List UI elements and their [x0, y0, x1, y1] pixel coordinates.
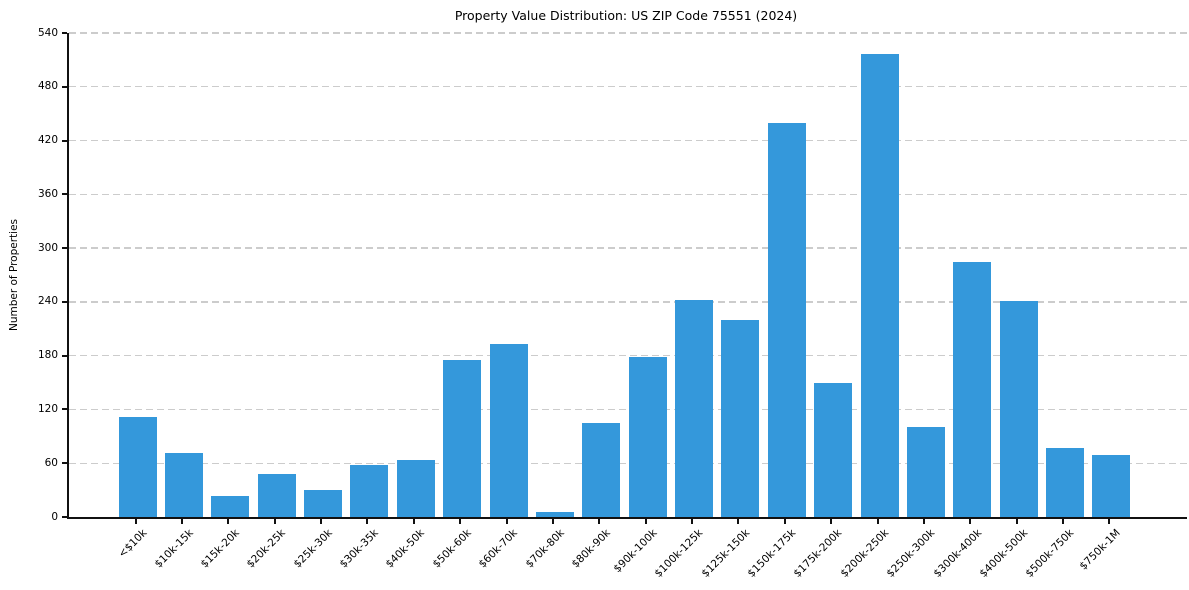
y-tick-label-300: 300 [37, 241, 58, 254]
x-tick-label-10: $80k-90k [569, 527, 613, 571]
y-tick-mark-240 [62, 300, 67, 303]
gridline-240 [69, 301, 1187, 303]
y-tick-mark-540 [62, 32, 67, 34]
gridline-540 [69, 32, 1187, 34]
gridline-60 [69, 462, 1187, 464]
y-axis-label: Number of Properties [8, 218, 20, 332]
gridline-420 [69, 139, 1187, 142]
x-tick-mark-1 [180, 519, 183, 524]
bar-$250k-300k [906, 427, 945, 517]
x-tick-mark-19 [1015, 519, 1018, 524]
bar-$200k-250k [860, 53, 899, 517]
x-tick-label-17: $250k-300k [884, 527, 938, 580]
x-tick-mark-15 [830, 519, 833, 524]
y-tick-mark-0 [62, 516, 67, 518]
y-tick-label-360: 360 [37, 187, 58, 200]
bar-$50k-60k [443, 360, 482, 517]
x-tick-label-3: $20k-25k [244, 527, 289, 571]
y-tick-label-480: 480 [37, 80, 58, 93]
bar-$25k-30k [304, 490, 343, 517]
x-tick-label-16: $200k-250k [838, 527, 892, 580]
bar-$30k-35k [350, 465, 389, 517]
x-tick-mark-5 [366, 519, 369, 524]
chart-title: Property Value Distribution: US ZIP Code… [454, 8, 798, 23]
bar-$750k-1M [1092, 455, 1131, 517]
gridline-300 [69, 247, 1187, 249]
x-tick-mark-12 [691, 519, 694, 524]
y-tick-label-420: 420 [37, 134, 58, 147]
x-tick-mark-6 [412, 519, 415, 524]
x-tick-label-13: $125k-150k [699, 527, 752, 580]
x-tick-mark-14 [783, 519, 786, 524]
y-tick-mark-180 [62, 354, 67, 357]
x-tick-mark-17 [922, 519, 925, 524]
bar-$400k-500k [999, 301, 1038, 517]
bar-$150k-175k [767, 122, 806, 517]
x-tick-label-8: $60k-70k [476, 527, 521, 571]
bar-$20k-25k [257, 473, 296, 517]
y-tick-mark-120 [62, 408, 67, 411]
x-tick-label-21: $750k-1M [1077, 527, 1123, 573]
x-tick-label-14: $150k-175k [745, 527, 799, 580]
gridline-180 [69, 354, 1187, 357]
x-tick-mark-0 [134, 519, 137, 524]
bar-$125k-150k [721, 319, 760, 517]
plot-area [67, 32, 1187, 519]
x-tick-mark-3 [273, 519, 276, 524]
x-tick-mark-18 [969, 519, 972, 524]
x-tick-mark-13 [737, 519, 740, 524]
x-tick-label-1: $10k-15k [151, 527, 196, 571]
y-tick-mark-480 [62, 85, 67, 88]
bar-<$10k [118, 416, 157, 517]
gridline-480 [69, 86, 1187, 88]
x-tick-label-11: $90k-100k [611, 527, 660, 576]
x-tick-mark-2 [227, 519, 230, 524]
x-tick-label-0: <$10k [115, 527, 149, 561]
y-tick-mark-300 [62, 247, 67, 250]
y-tick-label-540: 540 [37, 26, 58, 39]
y-tick-label-180: 180 [37, 349, 58, 362]
x-tick-label-9: $70k-80k [523, 527, 567, 571]
x-tick-label-20: $500k-750k [1023, 527, 1077, 580]
y-tick-label-120: 120 [37, 402, 58, 415]
x-tick-mark-16 [876, 519, 879, 524]
x-tick-mark-7 [459, 519, 462, 524]
bar-$300k-400k [953, 261, 992, 517]
bar-$10k-15k [164, 453, 203, 517]
bar-$70k-80k [535, 511, 574, 517]
gridline-360 [69, 193, 1187, 196]
y-tick-label-240: 240 [37, 295, 58, 308]
x-tick-label-7: $50k-60k [430, 527, 474, 571]
x-tick-mark-21 [1108, 519, 1111, 524]
x-tick-label-4: $25k-30k [291, 527, 335, 571]
bar-$80k-90k [582, 422, 621, 517]
bar-$500k-750k [1046, 448, 1085, 517]
bar-$60k-70k [489, 344, 528, 517]
y-tick-mark-420 [62, 139, 67, 142]
gridline-120 [69, 408, 1187, 411]
x-tick-mark-11 [644, 519, 647, 524]
y-tick-mark-60 [62, 462, 67, 465]
x-tick-mark-9 [551, 519, 554, 524]
x-tick-mark-4 [320, 519, 323, 524]
bar-$40k-50k [396, 459, 435, 517]
bar-$90k-100k [628, 357, 667, 517]
x-tick-label-18: $300k-400k [930, 527, 984, 580]
x-tick-mark-20 [1062, 519, 1065, 524]
bar-$15k-20k [211, 496, 250, 517]
y-tick-mark-360 [62, 193, 67, 196]
bar-$175k-200k [814, 383, 853, 517]
x-tick-label-12: $100k-125k [652, 527, 706, 580]
x-tick-label-5: $30k-35k [337, 527, 381, 571]
y-tick-label-60: 60 [44, 456, 58, 469]
x-tick-mark-10 [598, 519, 601, 524]
x-tick-mark-8 [505, 519, 508, 524]
x-tick-label-15: $175k-200k [791, 527, 845, 580]
x-tick-label-2: $15k-20k [198, 527, 242, 571]
bar-$100k-125k [675, 300, 714, 517]
y-tick-label-0: 0 [51, 510, 58, 523]
x-tick-label-6: $40k-50k [383, 527, 428, 571]
x-tick-label-19: $400k-500k [977, 527, 1031, 580]
